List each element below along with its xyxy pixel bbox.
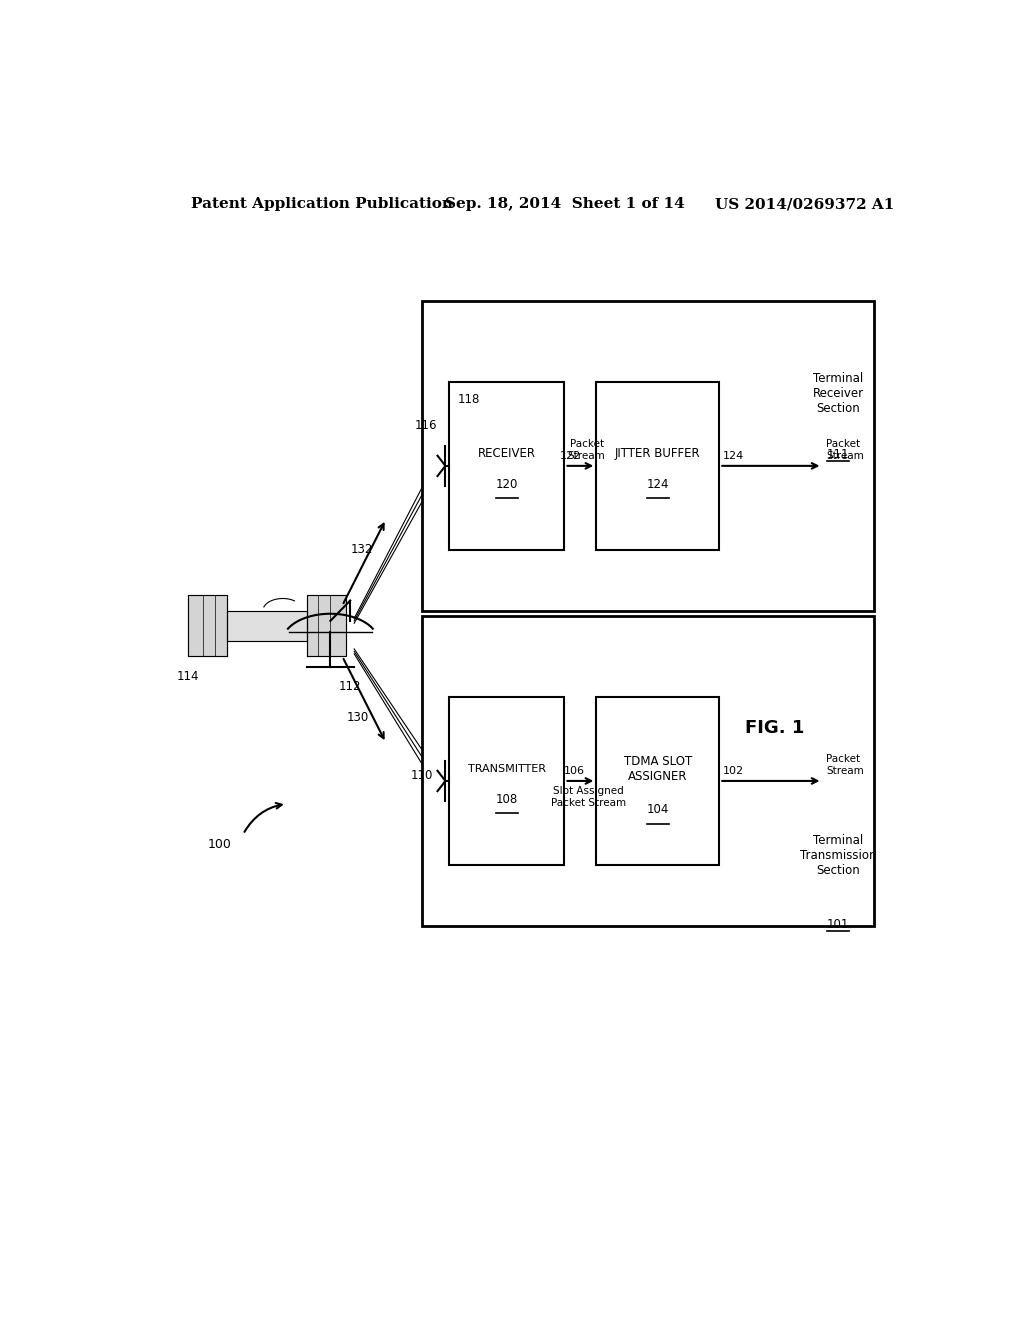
Text: 120: 120	[496, 478, 518, 491]
Text: 122: 122	[560, 450, 582, 461]
Text: TRANSMITTER: TRANSMITTER	[468, 764, 546, 774]
FancyArrowPatch shape	[245, 803, 282, 832]
Text: RECEIVER: RECEIVER	[478, 447, 536, 461]
Text: Terminal
Transmission
Section: Terminal Transmission Section	[800, 834, 877, 878]
FancyBboxPatch shape	[596, 381, 719, 549]
Polygon shape	[306, 595, 346, 656]
Text: Slot Assigned
Packet Stream: Slot Assigned Packet Stream	[551, 785, 626, 808]
Text: Sep. 18, 2014  Sheet 1 of 14: Sep. 18, 2014 Sheet 1 of 14	[445, 197, 685, 211]
Text: 108: 108	[496, 793, 518, 805]
FancyBboxPatch shape	[450, 697, 564, 865]
Text: 110: 110	[411, 770, 433, 783]
Text: Packet
Stream: Packet Stream	[568, 440, 605, 461]
Text: 132: 132	[350, 544, 373, 556]
Text: 100: 100	[207, 838, 231, 851]
Text: Terminal
Receiver
Section: Terminal Receiver Section	[813, 372, 864, 414]
FancyBboxPatch shape	[422, 301, 873, 611]
Text: Packet
Stream: Packet Stream	[826, 754, 864, 776]
Text: 111: 111	[827, 447, 850, 461]
Text: 124: 124	[646, 478, 669, 491]
Text: Packet
Stream: Packet Stream	[826, 440, 864, 461]
FancyBboxPatch shape	[596, 697, 719, 865]
Text: US 2014/0269372 A1: US 2014/0269372 A1	[715, 197, 895, 211]
FancyBboxPatch shape	[422, 615, 873, 925]
Text: 101: 101	[827, 917, 850, 931]
Text: 114: 114	[176, 671, 199, 684]
Text: 106: 106	[563, 766, 585, 776]
Text: FIG. 1: FIG. 1	[745, 718, 805, 737]
Text: 118: 118	[458, 393, 479, 407]
Text: 116: 116	[415, 418, 437, 432]
Text: JITTER BUFFER: JITTER BUFFER	[615, 447, 700, 461]
Text: 102: 102	[723, 766, 744, 776]
Polygon shape	[227, 611, 306, 642]
Text: 112: 112	[338, 680, 360, 693]
FancyBboxPatch shape	[450, 381, 564, 549]
Polygon shape	[187, 595, 227, 656]
Text: TDMA SLOT
ASSIGNER: TDMA SLOT ASSIGNER	[624, 755, 692, 783]
Text: 130: 130	[346, 711, 369, 723]
Text: 104: 104	[646, 803, 669, 816]
Text: Patent Application Publication: Patent Application Publication	[191, 197, 454, 211]
Text: 124: 124	[723, 450, 744, 461]
